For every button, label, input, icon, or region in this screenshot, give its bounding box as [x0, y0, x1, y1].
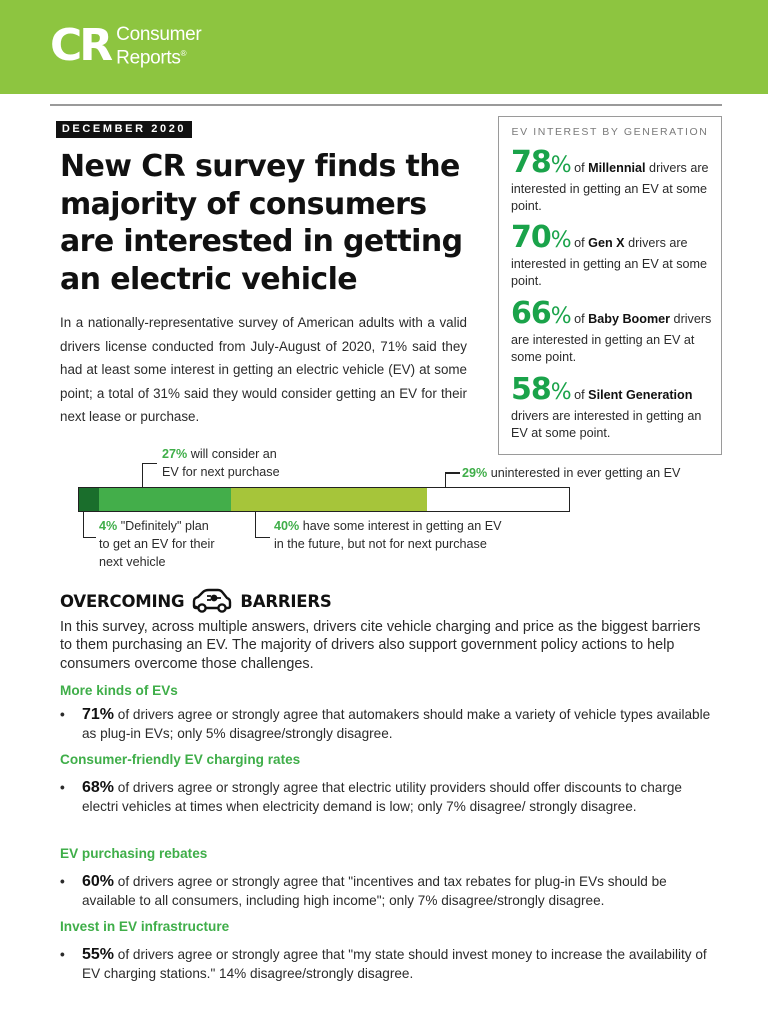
definitely-text-line3: next vehicle: [99, 555, 166, 569]
stat-percent: 66%: [511, 296, 572, 331]
percent-sign: %: [550, 304, 572, 329]
consumer-reports-logo[interactable]: CR Consumer Reports®: [50, 20, 202, 71]
definitely-bracket: [83, 512, 96, 538]
bullet-mark: •: [60, 874, 65, 889]
generation-stat-millennial: 78% of Millennial drivers are interested…: [511, 148, 716, 215]
generation-name: Millennial: [588, 161, 646, 175]
intro-paragraph: In a nationally-representative survey of…: [60, 315, 467, 425]
barriers-section-title: OVERCOMING BARRIERS: [60, 588, 332, 614]
stat-number: 70: [511, 220, 552, 255]
subheading-infrastructure: Invest in EV infrastructure: [60, 919, 230, 934]
logo-mark: CR: [50, 20, 113, 71]
brand-header: CR Consumer Reports®: [0, 0, 768, 94]
bullet-item: • 55% of drivers agree or strongly agree…: [60, 946, 715, 983]
bullet-pct: 68%: [82, 779, 115, 796]
top-divider: [50, 104, 722, 106]
stat-number: 66: [511, 296, 552, 331]
bar-segment-definitely: [79, 488, 99, 511]
bar-segment-uninterested: [426, 488, 569, 511]
stat-text: drivers are interested in getting an EV …: [511, 409, 702, 440]
bullet-text: of drivers agree or strongly agree that …: [82, 947, 707, 981]
future-label: 40% have some interest in getting an EV …: [274, 517, 502, 553]
uninterested-bracket: [445, 472, 460, 489]
percent-sign: %: [550, 380, 572, 405]
bullet-text: of drivers agree or strongly agree that …: [82, 780, 682, 814]
logo-line1: Consumer: [116, 23, 202, 45]
date-badge: DECEMBER 2020: [56, 121, 192, 138]
future-bracket: [255, 512, 270, 538]
bullet-item: • 68% of drivers agree or strongly agree…: [60, 779, 715, 816]
subheading-charging-rates: Consumer-friendly EV charging rates: [60, 752, 301, 767]
generation-stat-silent-generation: 58% of Silent Generation drivers are int…: [511, 375, 716, 442]
consider-bracket: [142, 463, 157, 488]
logo-wordmark: Consumer Reports®: [116, 23, 202, 69]
bullet-item: • 71% of drivers agree or strongly agree…: [60, 706, 715, 743]
stat-text: drivers are interested in getting an EV …: [511, 236, 708, 288]
bullet-pct: 71%: [82, 706, 115, 723]
stat-text: drivers are interested in getting an EV …: [511, 312, 712, 364]
definitely-label: 4% "Definitely" plan to get an EV for th…: [99, 517, 215, 571]
section-title-left: OVERCOMING: [60, 591, 185, 611]
bullet-text: of drivers agree or strongly agree that …: [82, 874, 667, 908]
future-pct: 40%: [274, 519, 300, 533]
logo-line2: Reports: [116, 47, 181, 69]
page-title: New CR survey finds the majority of cons…: [60, 149, 463, 297]
bullet-mark: •: [60, 947, 65, 962]
consider-text-line1: will consider an: [187, 447, 277, 461]
stat-percent: 78%: [511, 145, 572, 180]
stat-pre: of: [570, 312, 589, 326]
definitely-text-line2: to get an EV for their: [99, 537, 215, 551]
generation-name: Gen X: [588, 236, 625, 250]
logo-registered-mark: ®: [180, 48, 187, 58]
bar-segment-consider-next: [98, 488, 231, 511]
ev-interest-by-generation-box: EV INTEREST BY GENERATION 78% of Millenn…: [498, 116, 722, 455]
consider-pct: 27%: [162, 447, 188, 461]
generation-box-heading: EV INTEREST BY GENERATION: [511, 126, 709, 138]
barriers-lead-paragraph: In this survey, across multiple answers,…: [60, 619, 701, 672]
bar-segment-future-interest: [230, 488, 427, 511]
section-title-right: BARRIERS: [240, 591, 332, 611]
future-text-line1: have some interest in getting an EV: [299, 519, 502, 533]
bullet-mark: •: [60, 707, 65, 722]
stat-text: drivers are interested in getting an EV …: [511, 161, 709, 213]
stat-percent: 58%: [511, 372, 572, 407]
generation-stat-baby-boomer: 66% of Baby Boomer drivers are intereste…: [511, 299, 716, 366]
generation-name: Baby Boomer: [588, 312, 671, 326]
ev-car-icon: [193, 588, 232, 613]
stat-number: 78: [511, 145, 552, 180]
uninterested-text: uninterested in ever getting an EV: [487, 466, 681, 480]
definitely-text-line1: "Definitely" plan: [117, 519, 209, 533]
stat-pre: of: [570, 388, 589, 402]
percent-sign: %: [550, 153, 572, 178]
bullet-pct: 60%: [82, 873, 115, 890]
bullet-text: of drivers agree or strongly agree that …: [82, 707, 711, 741]
definitely-pct: 4%: [99, 519, 118, 533]
bullet-item: • 60% of drivers agree or strongly agree…: [60, 873, 715, 910]
generation-name: Silent Generation: [588, 388, 693, 402]
percent-sign: %: [550, 228, 572, 253]
interest-stacked-bar: [78, 487, 570, 512]
uninterested-label: 29% uninterested in ever getting an EV: [462, 464, 680, 482]
stat-percent: 70%: [511, 220, 572, 255]
consider-label: 27% will consider an EV for next purchas…: [162, 445, 280, 481]
generation-stat-gen-x: 70% of Gen X drivers are interested in g…: [511, 223, 716, 290]
future-text-line2: in the future, but not for next purchase: [274, 537, 487, 551]
stat-number: 58: [511, 372, 552, 407]
stat-pre: of: [570, 236, 589, 250]
stat-pre: of: [570, 161, 589, 175]
bullet-pct: 55%: [82, 946, 115, 963]
bullet-mark: •: [60, 780, 65, 795]
subheading-rebates: EV purchasing rebates: [60, 846, 208, 861]
consider-text-line2: EV for next purchase: [162, 465, 280, 479]
uninterested-pct: 29%: [462, 466, 488, 480]
subheading-more-kinds: More kinds of EVs: [60, 683, 178, 698]
